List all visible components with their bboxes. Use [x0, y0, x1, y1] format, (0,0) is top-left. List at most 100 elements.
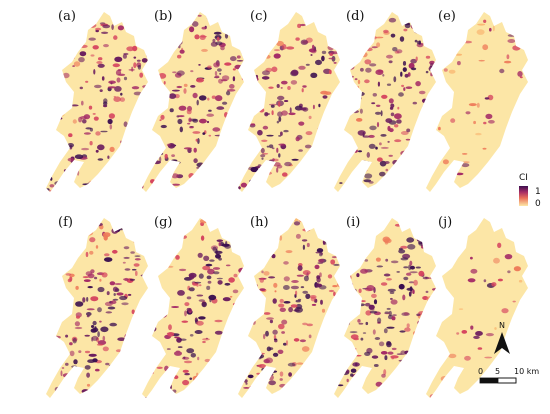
ci-patch — [503, 356, 512, 362]
ci-patch — [308, 334, 312, 339]
ci-patch — [226, 361, 233, 365]
ci-patch — [90, 269, 95, 274]
ci-patch — [380, 397, 388, 398]
ci-patch — [335, 319, 340, 322]
ci-patch — [236, 60, 244, 62]
ci-patch — [190, 353, 196, 358]
ci-patch — [205, 263, 213, 267]
ci-patch — [141, 92, 148, 95]
ci-patch — [232, 320, 235, 326]
legend-colorbar — [519, 186, 528, 206]
ci-patch — [65, 379, 69, 382]
ci-patch — [354, 171, 363, 177]
ci-patch — [168, 384, 172, 390]
ci-patch — [241, 328, 248, 331]
ci-patch — [166, 348, 171, 350]
ci-patch — [498, 218, 501, 225]
ci-patch — [160, 390, 163, 394]
ci-patch — [361, 32, 369, 38]
region-base — [142, 12, 244, 192]
ci-patch — [418, 40, 421, 45]
ci-patch — [269, 370, 278, 373]
panel-label: (j) — [438, 215, 452, 230]
ci-patch — [252, 25, 256, 30]
ci-patch — [342, 307, 351, 313]
ci-patch — [71, 365, 78, 368]
ci-patch — [330, 17, 338, 24]
ci-patch — [283, 276, 290, 282]
ci-patch — [413, 331, 416, 335]
ci-patch — [114, 283, 123, 285]
ci-patch — [476, 29, 485, 35]
ci-patch — [97, 286, 105, 293]
ci-patch — [259, 277, 264, 283]
ci-patch — [408, 281, 415, 284]
map-panel: (j) — [426, 215, 528, 398]
ci-patch — [305, 63, 310, 66]
ci-patch — [236, 55, 241, 59]
ci-patch — [263, 271, 270, 276]
ci-patch — [358, 288, 362, 293]
ci-patch — [334, 339, 338, 344]
ci-patch — [443, 68, 448, 72]
ci-patch — [245, 301, 251, 307]
ci-patch — [301, 346, 310, 352]
ci-patch — [357, 130, 366, 136]
ci-patch — [430, 160, 436, 165]
ci-patch — [281, 184, 290, 187]
ci-patch — [243, 39, 244, 44]
ci-patch — [145, 38, 148, 42]
ci-patch — [199, 118, 207, 124]
ci-patch — [279, 307, 286, 312]
ci-patch — [142, 316, 143, 322]
ci-patch — [97, 331, 100, 338]
ci-patch — [50, 111, 58, 116]
ci-patch — [402, 294, 406, 301]
ci-patch — [285, 250, 293, 254]
ci-patch — [144, 18, 148, 25]
ci-patch — [338, 343, 347, 349]
ci-patch — [432, 136, 436, 140]
ci-patch — [46, 107, 51, 111]
ci-patch — [316, 395, 323, 398]
ci-patch — [95, 27, 102, 31]
ci-patch — [140, 360, 148, 364]
ci-patch — [356, 273, 360, 278]
ci-patch — [107, 118, 113, 125]
ci-patch — [429, 374, 433, 377]
ci-patch — [78, 57, 85, 63]
ci-patch — [105, 370, 115, 373]
ci-patch — [124, 277, 129, 282]
ci-patch — [276, 120, 280, 124]
ci-patch — [118, 228, 125, 231]
ci-patch — [208, 360, 212, 367]
ci-patch — [262, 125, 269, 130]
ci-patch — [429, 393, 438, 398]
ci-patch — [196, 382, 204, 389]
ci-patch — [68, 167, 77, 172]
ci-patch — [146, 54, 148, 58]
ci-patch — [224, 33, 229, 39]
ci-patch — [278, 153, 281, 158]
ci-patch — [327, 16, 336, 22]
ci-patch — [272, 329, 278, 335]
ci-patch — [174, 351, 182, 356]
ci-patch — [489, 27, 492, 32]
map-panel: (d) — [334, 9, 436, 192]
ci-patch — [184, 302, 190, 307]
ci-patch — [333, 44, 339, 46]
ci-patch — [390, 355, 399, 359]
ci-patch — [88, 37, 96, 41]
ci-patch — [388, 60, 393, 64]
ci-patch — [228, 277, 235, 283]
ci-patch — [75, 301, 84, 307]
ci-patch — [421, 30, 429, 34]
ci-patch — [372, 93, 377, 97]
ci-patch — [289, 107, 292, 114]
ci-patch — [385, 218, 390, 222]
ci-patch — [238, 186, 241, 190]
ci-patch — [201, 48, 208, 52]
ci-patch — [159, 308, 163, 313]
ci-patch — [244, 379, 248, 383]
ci-patch — [339, 150, 342, 155]
